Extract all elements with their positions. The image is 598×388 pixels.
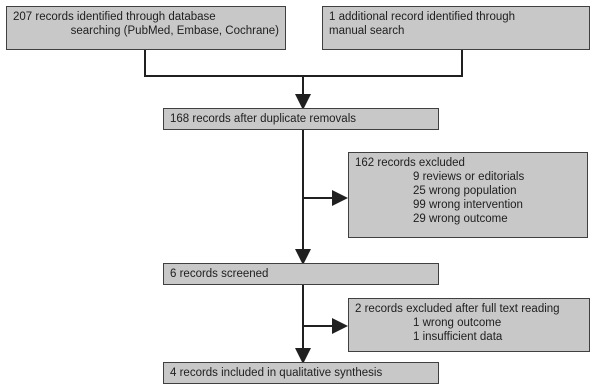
after-duplicates-label: 168 records after duplicate removals bbox=[170, 113, 357, 125]
excluded-1-box: 162 records excluded 9 reviews or editor… bbox=[348, 152, 588, 238]
excluded-1-reason: 99 wrong intervention bbox=[413, 199, 523, 211]
included-box: 4 records included in qualitative synthe… bbox=[163, 362, 439, 384]
excluded-1-reason: 25 wrong population bbox=[413, 185, 517, 197]
excluded-2-title: 2 records excluded after full text readi… bbox=[355, 303, 560, 315]
excluded-2-reason: 1 wrong outcome bbox=[413, 317, 502, 329]
screened-label: 6 records screened bbox=[170, 268, 269, 280]
after-duplicates-box: 168 records after duplicate removals bbox=[163, 108, 439, 130]
identified-manual-line1: 1 additional record identified through bbox=[329, 11, 516, 23]
identified-database-box: 207 records identified through database … bbox=[6, 6, 286, 50]
excluded-1-title: 162 records excluded bbox=[355, 157, 465, 169]
identified-database-line2: searching (PubMed, Embase, Cochrane) bbox=[70, 25, 279, 37]
included-label: 4 records included in qualitative synthe… bbox=[170, 367, 383, 379]
excluded-2-reason: 1 insufficient data bbox=[413, 331, 503, 343]
identified-manual-box: 1 additional record identified through m… bbox=[322, 6, 590, 50]
excluded-1-reason: 9 reviews or editorials bbox=[413, 171, 525, 183]
excluded-2-box: 2 records excluded after full text readi… bbox=[348, 298, 590, 352]
merge-connector bbox=[144, 50, 463, 77]
screened-box: 6 records screened bbox=[163, 263, 439, 285]
identified-manual-line2: manual search bbox=[329, 25, 405, 37]
identified-database-line1: 207 records identified through database bbox=[13, 11, 216, 23]
excluded-1-reason: 29 wrong outcome bbox=[413, 213, 508, 225]
